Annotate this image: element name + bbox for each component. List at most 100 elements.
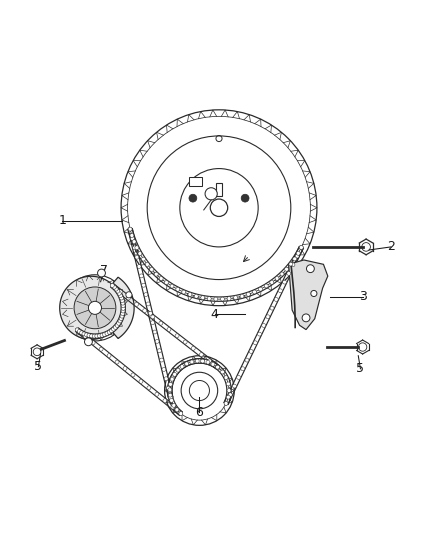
Circle shape [246, 292, 250, 296]
Circle shape [241, 194, 249, 202]
Circle shape [181, 372, 218, 409]
Circle shape [147, 386, 151, 390]
Circle shape [75, 328, 79, 332]
Circle shape [116, 289, 120, 293]
Text: 4: 4 [211, 308, 219, 321]
Circle shape [266, 315, 270, 319]
Circle shape [78, 329, 81, 333]
Circle shape [121, 301, 125, 305]
Circle shape [150, 268, 154, 271]
Circle shape [194, 294, 198, 298]
Circle shape [262, 324, 266, 327]
Text: 7: 7 [100, 264, 108, 277]
Circle shape [110, 284, 114, 287]
Circle shape [107, 354, 111, 358]
Circle shape [289, 262, 293, 266]
Circle shape [112, 327, 116, 331]
Circle shape [75, 328, 79, 332]
Circle shape [139, 379, 143, 383]
Circle shape [296, 252, 300, 255]
Circle shape [148, 311, 152, 315]
Text: 5: 5 [357, 362, 364, 375]
Circle shape [144, 293, 148, 296]
Circle shape [146, 302, 150, 306]
Circle shape [139, 274, 143, 278]
Circle shape [121, 306, 125, 310]
Circle shape [169, 395, 173, 399]
Circle shape [176, 287, 180, 291]
Circle shape [157, 349, 161, 353]
Circle shape [154, 272, 158, 276]
Circle shape [264, 284, 268, 288]
Circle shape [172, 403, 176, 407]
Circle shape [128, 227, 132, 231]
Circle shape [165, 280, 169, 285]
Circle shape [283, 280, 286, 284]
Circle shape [174, 370, 178, 374]
Circle shape [190, 360, 194, 364]
Circle shape [151, 315, 155, 319]
Circle shape [121, 309, 125, 313]
Circle shape [166, 386, 170, 390]
Circle shape [182, 290, 186, 294]
Circle shape [115, 360, 119, 364]
Circle shape [100, 333, 104, 337]
Circle shape [220, 297, 224, 301]
Circle shape [195, 359, 199, 363]
Circle shape [159, 277, 163, 280]
Circle shape [189, 381, 209, 401]
Circle shape [133, 246, 137, 250]
Circle shape [175, 334, 179, 338]
Circle shape [287, 271, 291, 276]
Circle shape [131, 237, 134, 240]
Circle shape [241, 367, 245, 371]
Circle shape [191, 346, 195, 350]
Circle shape [169, 382, 173, 386]
Circle shape [110, 329, 113, 333]
Circle shape [115, 324, 119, 327]
Circle shape [171, 376, 175, 380]
Text: 5: 5 [34, 360, 42, 373]
Circle shape [228, 393, 232, 397]
Circle shape [90, 334, 93, 338]
Circle shape [147, 136, 291, 279]
Circle shape [153, 330, 157, 334]
Circle shape [233, 384, 237, 388]
Circle shape [165, 356, 234, 425]
Circle shape [180, 365, 184, 368]
Circle shape [88, 301, 102, 314]
Circle shape [168, 393, 172, 397]
Circle shape [143, 309, 147, 312]
Circle shape [121, 304, 125, 308]
Circle shape [105, 332, 109, 335]
Circle shape [120, 314, 124, 318]
Circle shape [171, 405, 175, 409]
Circle shape [168, 388, 172, 392]
Circle shape [188, 293, 192, 296]
Circle shape [208, 359, 212, 363]
Circle shape [299, 246, 303, 249]
Circle shape [199, 353, 203, 357]
Circle shape [131, 373, 135, 377]
Circle shape [201, 359, 205, 363]
Circle shape [210, 199, 228, 216]
Circle shape [299, 246, 303, 249]
Circle shape [80, 331, 84, 335]
Circle shape [128, 227, 132, 231]
Circle shape [170, 284, 174, 288]
Circle shape [102, 333, 106, 336]
Circle shape [167, 327, 171, 332]
Circle shape [279, 289, 283, 293]
Circle shape [145, 263, 149, 266]
Circle shape [197, 359, 201, 363]
Circle shape [237, 375, 240, 379]
Circle shape [163, 399, 167, 402]
Circle shape [270, 306, 274, 310]
Circle shape [83, 334, 87, 338]
Circle shape [179, 366, 183, 369]
Circle shape [215, 365, 219, 369]
Circle shape [141, 257, 145, 261]
Circle shape [155, 392, 159, 396]
Circle shape [85, 333, 88, 337]
Circle shape [120, 298, 124, 303]
